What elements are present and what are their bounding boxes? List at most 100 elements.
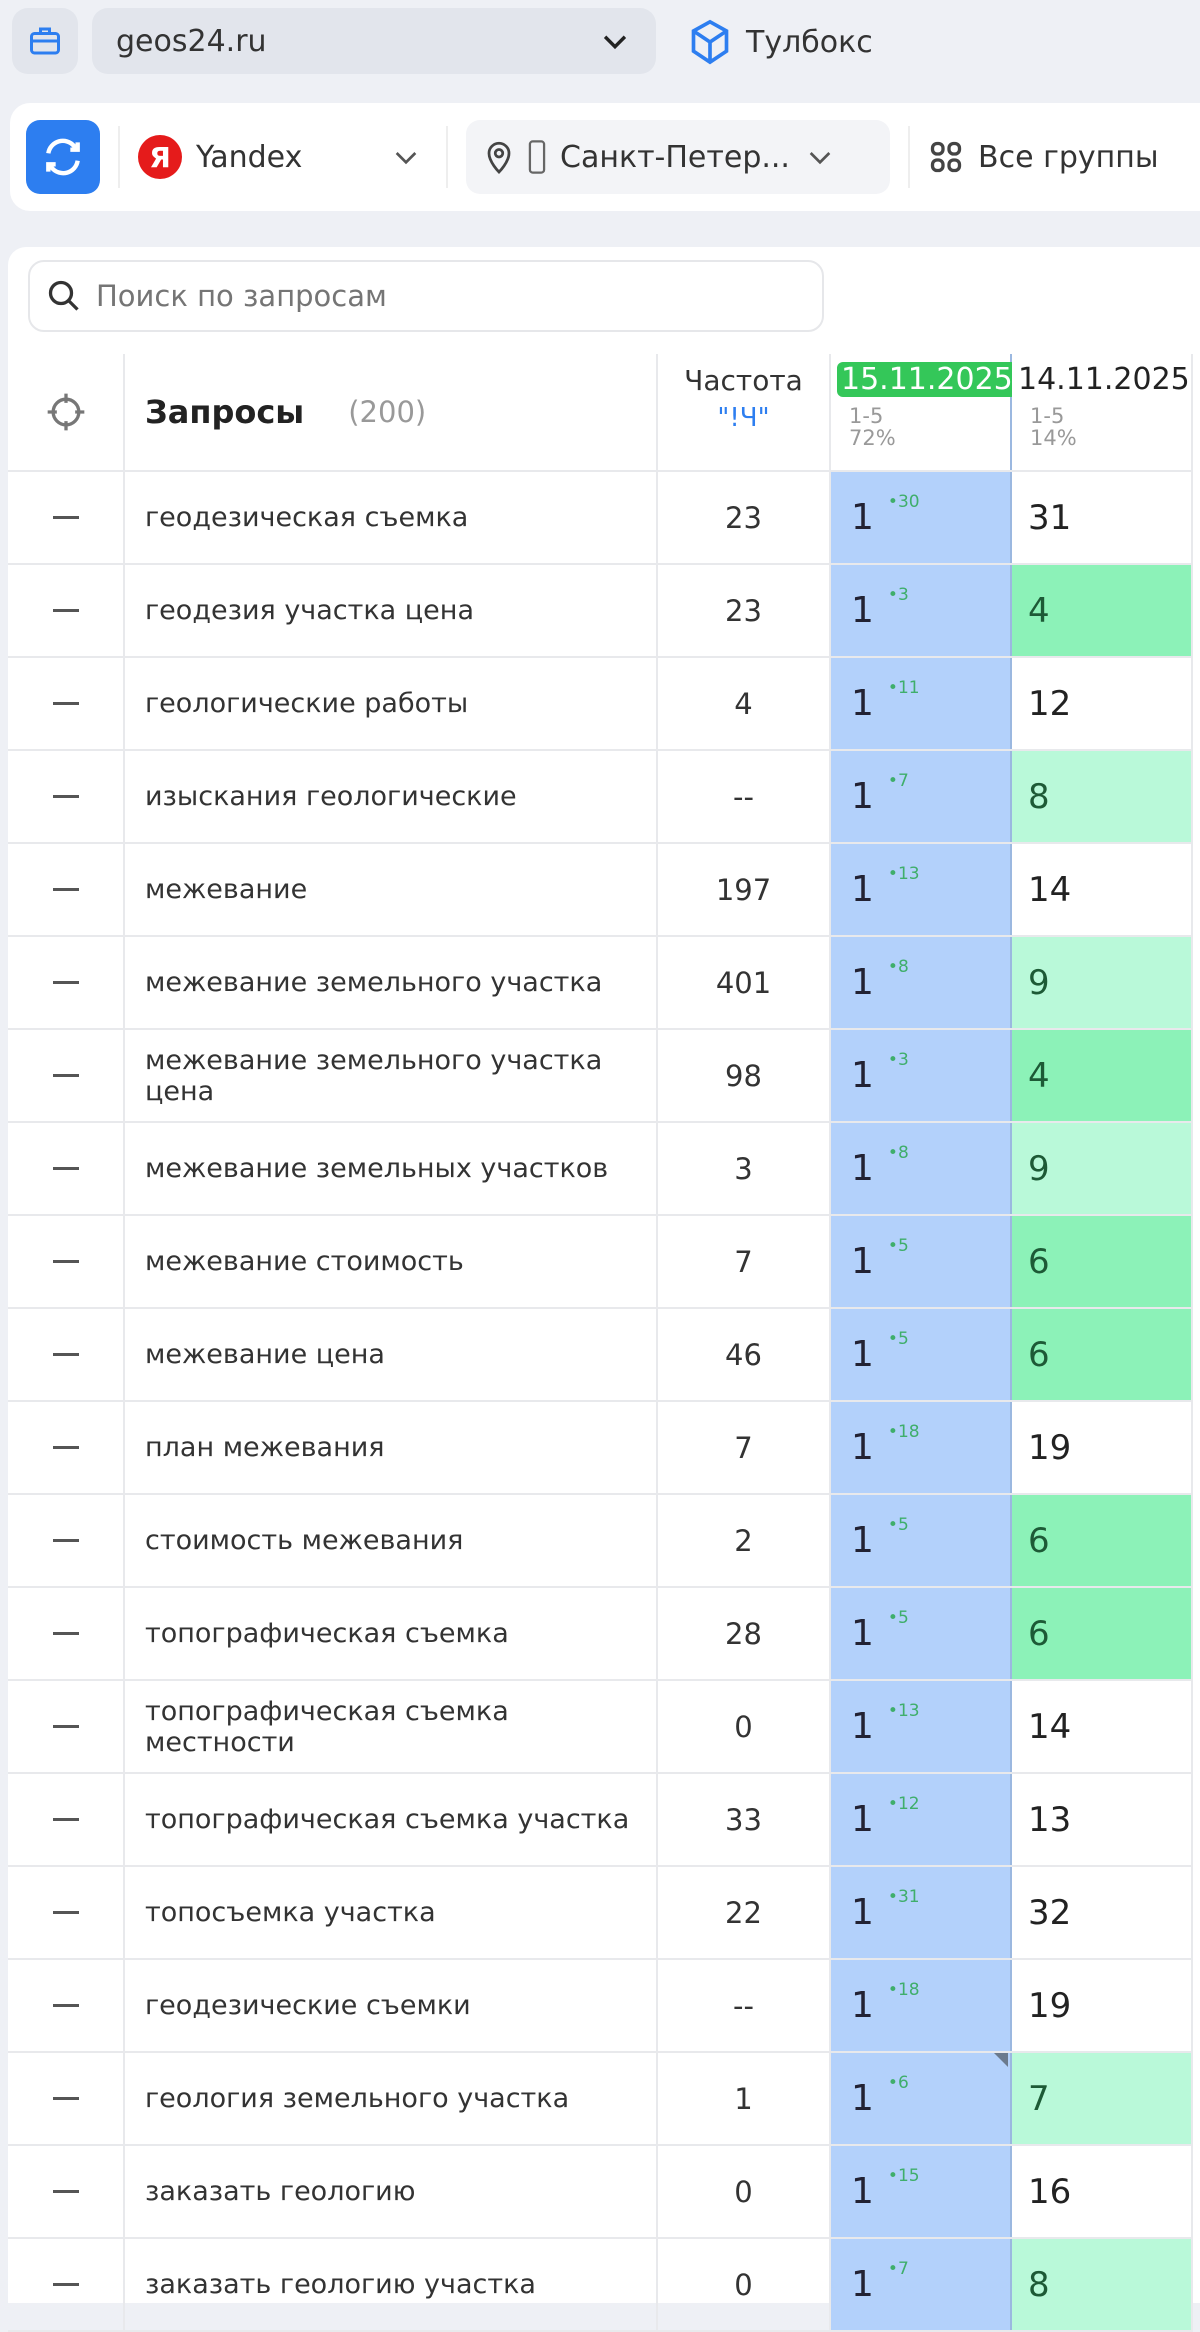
position-previous[interactable]: 8 (1012, 751, 1193, 842)
query-text[interactable]: геодезия участка цена (125, 565, 658, 656)
remove-query-button[interactable] (8, 1774, 125, 1865)
query-text[interactable]: заказать геологию участка (125, 2239, 658, 2330)
position-current[interactable]: 1 •13 (831, 1681, 1012, 1772)
position-previous[interactable]: 4 (1012, 1030, 1193, 1121)
remove-query-button[interactable] (8, 2146, 125, 2237)
position-current[interactable]: 1 •18 (831, 1402, 1012, 1493)
search-engine-select[interactable]: Я Yandex (138, 135, 428, 179)
remove-query-button[interactable] (8, 751, 125, 842)
remove-query-button[interactable] (8, 1960, 125, 2051)
position-previous[interactable]: 14 (1012, 844, 1193, 935)
position-current[interactable]: 1 •8 (831, 937, 1012, 1028)
remove-query-button[interactable] (8, 937, 125, 1028)
date-column-header-1[interactable]: 15.11.2025 1-5 72% (831, 354, 1017, 470)
projects-button[interactable] (12, 8, 78, 74)
remove-query-button[interactable] (8, 1867, 125, 1958)
position-current[interactable]: 1 •30 (831, 472, 1012, 563)
position-current[interactable]: 1 •8 (831, 1123, 1012, 1214)
position-current[interactable]: 1 •6 (831, 2053, 1012, 2144)
region-select[interactable]: Санкт-Петер... (466, 120, 890, 194)
position-current[interactable]: 1 •15 (831, 2146, 1012, 2237)
remove-query-button[interactable] (8, 1309, 125, 1400)
position-previous[interactable]: 31 (1012, 472, 1193, 563)
query-text[interactable]: межевание (125, 844, 658, 935)
query-text[interactable]: план межевания (125, 1402, 658, 1493)
query-text[interactable]: межевание земельного участка (125, 937, 658, 1028)
delta-value: 12 (897, 1794, 920, 1814)
remove-query-button[interactable] (8, 844, 125, 935)
remove-query-button[interactable] (8, 1495, 125, 1586)
query-text[interactable]: геологические работы (125, 658, 658, 749)
remove-query-button[interactable] (8, 1402, 125, 1493)
frequency-column-header[interactable]: Частота "!Ч" (658, 354, 831, 470)
position-current[interactable]: 1 •31 (831, 1867, 1012, 1958)
up-arrow-icon: • (887, 1701, 898, 1721)
refresh-button[interactable] (26, 120, 100, 194)
query-text[interactable]: межевание цена (125, 1309, 658, 1400)
position-previous[interactable]: 32 (1012, 1867, 1193, 1958)
minus-icon (52, 1539, 79, 1542)
position-previous[interactable]: 8 (1012, 2239, 1193, 2330)
query-text[interactable]: топографическая съемка участка (125, 1774, 658, 1865)
query-text[interactable]: геодезическая съемка (125, 472, 658, 563)
query-text[interactable]: изыскания геологические (125, 751, 658, 842)
position-current[interactable]: 1 •12 (831, 1774, 1012, 1865)
position-previous[interactable]: 9 (1012, 937, 1193, 1028)
queries-column-header[interactable]: Запросы (200) (125, 354, 658, 470)
query-text[interactable]: топосъемка участка (125, 1867, 658, 1958)
query-text[interactable]: межевание земельных участков (125, 1123, 658, 1214)
position-previous[interactable]: 19 (1012, 1402, 1193, 1493)
remove-query-button[interactable] (8, 1123, 125, 1214)
query-text[interactable]: топографическая съемка местности (125, 1681, 658, 1772)
query-text[interactable]: заказать геологию (125, 2146, 658, 2237)
project-select[interactable]: geos24.ru (92, 8, 656, 74)
position-previous[interactable]: 7 (1012, 2053, 1193, 2144)
top-percent: 72% (849, 426, 896, 450)
position-current[interactable]: 1 •11 (831, 658, 1012, 749)
search-input[interactable] (96, 279, 796, 313)
position-current[interactable]: 1 •5 (831, 1309, 1012, 1400)
position-current[interactable]: 1 •18 (831, 1960, 1012, 2051)
position-current[interactable]: 1 •7 (831, 751, 1012, 842)
query-text[interactable]: геодезические съемки (125, 1960, 658, 2051)
position-previous[interactable]: 9 (1012, 1123, 1193, 1214)
position-current[interactable]: 1 •5 (831, 1216, 1012, 1307)
remove-query-button[interactable] (8, 1030, 125, 1121)
remove-query-button[interactable] (8, 1588, 125, 1679)
position-current[interactable]: 1 •7 (831, 2239, 1012, 2330)
search-box[interactable] (28, 260, 824, 332)
query-text[interactable]: межевание стоимость (125, 1216, 658, 1307)
position-previous[interactable]: 6 (1012, 1495, 1193, 1586)
position-current[interactable]: 1 •13 (831, 844, 1012, 935)
position-previous[interactable]: 19 (1012, 1960, 1193, 2051)
query-text[interactable]: геология земельного участка (125, 2053, 658, 2144)
remove-query-button[interactable] (8, 472, 125, 563)
up-arrow-icon: • (887, 2166, 898, 2186)
crosshair-icon (47, 393, 84, 431)
date-column-header-2[interactable]: 14.11.2025 1-5 14% (1012, 354, 1193, 470)
query-text[interactable]: межевание земельного участка цена (125, 1030, 658, 1121)
position-previous[interactable]: 6 (1012, 1588, 1193, 1679)
remove-query-button[interactable] (8, 658, 125, 749)
remove-query-button[interactable] (8, 1681, 125, 1772)
position-previous[interactable]: 6 (1012, 1216, 1193, 1307)
position-previous[interactable]: 6 (1012, 1309, 1193, 1400)
position-current[interactable]: 1 •3 (831, 565, 1012, 656)
remove-query-button[interactable] (8, 1216, 125, 1307)
remove-query-button[interactable] (8, 2053, 125, 2144)
groups-select[interactable]: Все группы (928, 139, 1159, 175)
position-current[interactable]: 1 •5 (831, 1495, 1012, 1586)
position-previous[interactable]: 4 (1012, 565, 1193, 656)
target-column-header[interactable] (8, 354, 125, 470)
position-previous[interactable]: 13 (1012, 1774, 1193, 1865)
remove-query-button[interactable] (8, 2239, 125, 2330)
query-text[interactable]: топографическая съемка (125, 1588, 658, 1679)
position-current[interactable]: 1 •5 (831, 1588, 1012, 1679)
position-previous[interactable]: 14 (1012, 1681, 1193, 1772)
remove-query-button[interactable] (8, 565, 125, 656)
query-text[interactable]: стоимость межевания (125, 1495, 658, 1586)
toolbox-link[interactable]: Тулбокс (688, 14, 873, 70)
position-current[interactable]: 1 •3 (831, 1030, 1012, 1121)
position-previous[interactable]: 16 (1012, 2146, 1193, 2237)
position-previous[interactable]: 12 (1012, 658, 1193, 749)
